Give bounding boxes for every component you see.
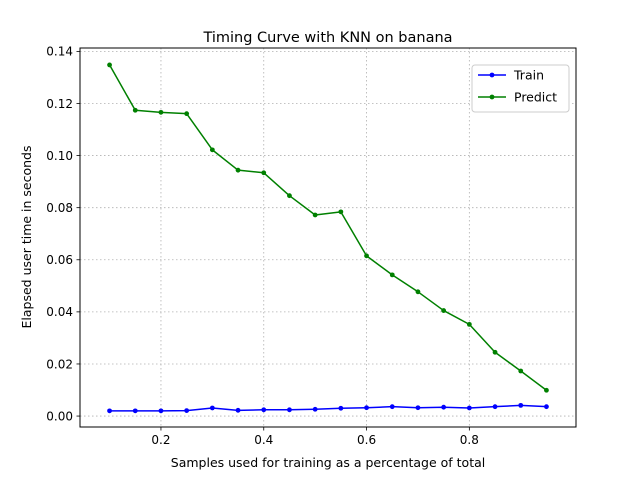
y-tick-label: 0.12: [46, 97, 73, 111]
y-tick-label: 0.06: [46, 253, 73, 267]
train-data-point: [235, 407, 241, 413]
train-data-point: [441, 404, 447, 410]
plot-area-frame: [79, 47, 577, 428]
train-data-point: [107, 408, 112, 414]
y-tick-label: 0.02: [46, 357, 73, 371]
predict-data-point: [518, 368, 524, 374]
predict-data-point: [209, 147, 215, 153]
predict-data-point: [261, 170, 267, 176]
legend-train-marker: [489, 72, 495, 78]
predict-data-point: [441, 308, 447, 313]
train-data-point: [389, 404, 395, 410]
train-data-point: [415, 405, 421, 411]
x-tick-label: 0.6: [357, 433, 376, 447]
predict-data-point: [235, 167, 241, 173]
x-axis-label: Samples used for training as a percentag…: [171, 455, 485, 470]
predict-data-point: [415, 289, 421, 295]
y-tick-label: 0.00: [46, 409, 73, 423]
train-data-point: [544, 404, 549, 410]
legend-predict-label: Predict: [514, 90, 557, 105]
predict-data-point: [544, 387, 549, 393]
legend-train-label: Train: [513, 68, 544, 83]
legend-predict-marker: [489, 94, 495, 100]
train-data-point: [209, 405, 215, 411]
predict-data-point: [364, 253, 369, 259]
train-data-point: [158, 408, 164, 414]
legend: Train Predict: [471, 64, 570, 113]
predict-data-point: [492, 349, 498, 355]
y-tick-label: 0.14: [46, 45, 73, 59]
train-data-point: [287, 407, 292, 413]
train-data-point: [132, 408, 138, 414]
train-data-point: [338, 405, 344, 411]
y-tick-label: 0.08: [46, 201, 73, 215]
x-tick-label: 0.4: [254, 433, 273, 447]
train-data-point: [518, 402, 524, 408]
train-data-point: [492, 404, 498, 410]
predict-data-point: [158, 109, 164, 115]
train-data-point: [261, 407, 267, 413]
predict-data-point: [466, 321, 472, 327]
x-tick-label: 0.8: [460, 433, 479, 447]
predict-data-point: [312, 212, 318, 218]
chart-title: Timing Curve with KNN on banana: [202, 30, 452, 46]
predict-data-point: [107, 62, 112, 68]
predict-data-point: [184, 111, 190, 117]
y-axis-label: Elapsed user time in seconds: [19, 146, 34, 329]
predict-data-point: [287, 193, 292, 199]
axis-ticks: 0.2 0.4 0.6 0.8 0.00 0.02 0.04 0.06 0.08 0.10 0.12…: [46, 45, 479, 447]
train-data-point: [364, 405, 369, 411]
train-series-line: [109, 404, 547, 412]
predict-data-point: [338, 209, 344, 215]
predict-data-point: [389, 272, 395, 278]
train-data-point: [184, 408, 190, 413]
train-data-point: [466, 405, 472, 411]
predict-data-point: [132, 107, 138, 113]
train-data-point: [312, 406, 318, 412]
series-layer: [107, 62, 549, 414]
y-tick-label: 0.04: [46, 305, 73, 319]
legend-box: [471, 64, 570, 113]
predict-series-line: [108, 64, 547, 391]
x-tick-label: 0.2: [151, 433, 170, 447]
y-tick-label: 0.10: [46, 149, 73, 163]
